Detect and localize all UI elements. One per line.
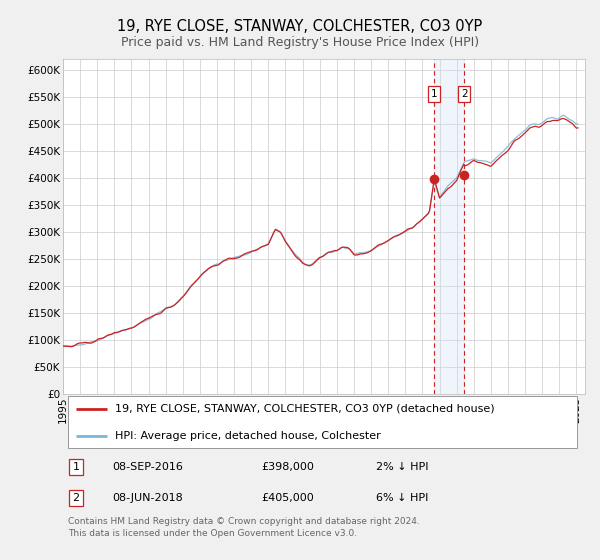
Text: 1: 1 (431, 89, 437, 99)
Text: 08-SEP-2016: 08-SEP-2016 (113, 463, 184, 473)
Text: 6% ↓ HPI: 6% ↓ HPI (376, 493, 428, 503)
Text: Contains HM Land Registry data © Crown copyright and database right 2024.
This d: Contains HM Land Registry data © Crown c… (68, 517, 420, 538)
Text: £398,000: £398,000 (262, 463, 314, 473)
Text: 2: 2 (73, 493, 80, 503)
FancyBboxPatch shape (68, 396, 577, 449)
Text: £405,000: £405,000 (262, 493, 314, 503)
Text: 2% ↓ HPI: 2% ↓ HPI (376, 463, 428, 473)
Text: HPI: Average price, detached house, Colchester: HPI: Average price, detached house, Colc… (115, 431, 381, 441)
Text: Price paid vs. HM Land Registry's House Price Index (HPI): Price paid vs. HM Land Registry's House … (121, 36, 479, 49)
Text: 2: 2 (461, 89, 467, 99)
Bar (434, 59, 464, 394)
Text: 08-JUN-2018: 08-JUN-2018 (113, 493, 184, 503)
Text: 1: 1 (73, 463, 80, 473)
Text: 19, RYE CLOSE, STANWAY, COLCHESTER, CO3 0YP (detached house): 19, RYE CLOSE, STANWAY, COLCHESTER, CO3 … (115, 404, 495, 414)
Text: 19, RYE CLOSE, STANWAY, COLCHESTER, CO3 0YP: 19, RYE CLOSE, STANWAY, COLCHESTER, CO3 … (118, 20, 482, 34)
